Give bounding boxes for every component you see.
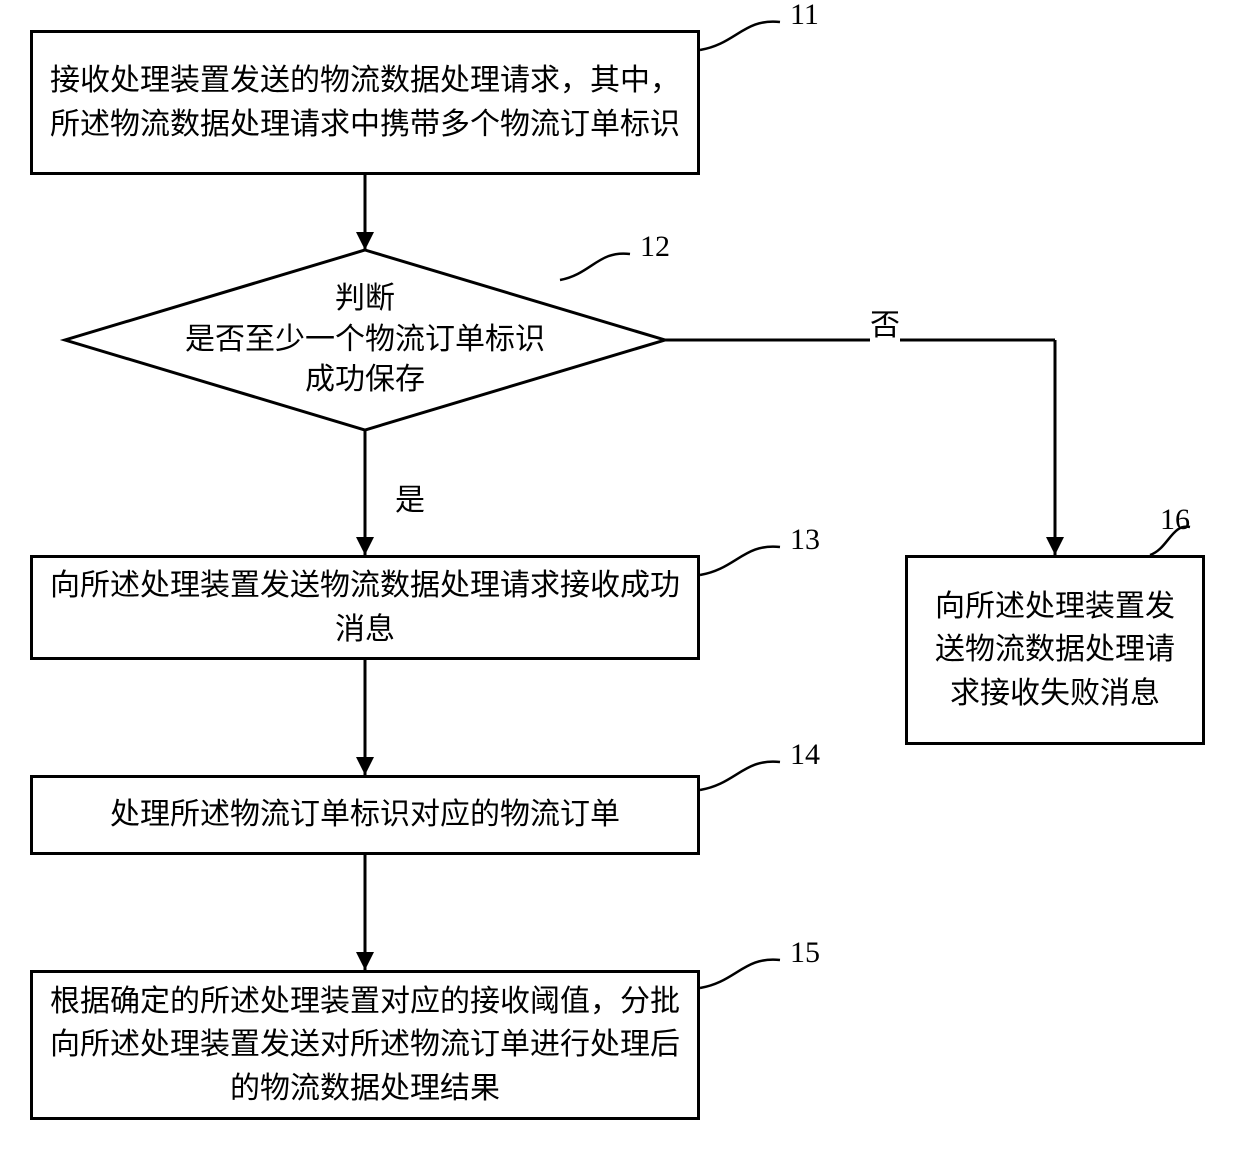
node-number-n11: 11 xyxy=(790,0,819,32)
flow-node-n11: 接收处理装置发送的物流数据处理请求，其中，所述物流数据处理请求中携带多个物流订单… xyxy=(30,30,700,175)
flow-node-n16: 向所述处理装置发送物流数据处理请求接收失败消息 xyxy=(905,555,1205,745)
flow-node-n14: 处理所述物流订单标识对应的物流订单 xyxy=(30,775,700,855)
flow-node-n15: 根据确定的所述处理装置对应的接收阈值，分批向所述处理装置发送对所述物流订单进行处… xyxy=(30,970,700,1120)
node-number-n12: 12 xyxy=(640,230,670,264)
node-number-n16: 16 xyxy=(1160,503,1190,537)
edge-label: 否 xyxy=(870,300,900,344)
edge-label: 是 xyxy=(395,475,425,519)
flow-node-n12: 判断是否至少一个物流订单标识成功保存 xyxy=(65,250,665,430)
flow-node-n13: 向所述处理装置发送物流数据处理请求接收成功消息 xyxy=(30,555,700,660)
node-number-n13: 13 xyxy=(790,523,820,557)
node-number-n14: 14 xyxy=(790,738,820,772)
node-number-n15: 15 xyxy=(790,936,820,970)
